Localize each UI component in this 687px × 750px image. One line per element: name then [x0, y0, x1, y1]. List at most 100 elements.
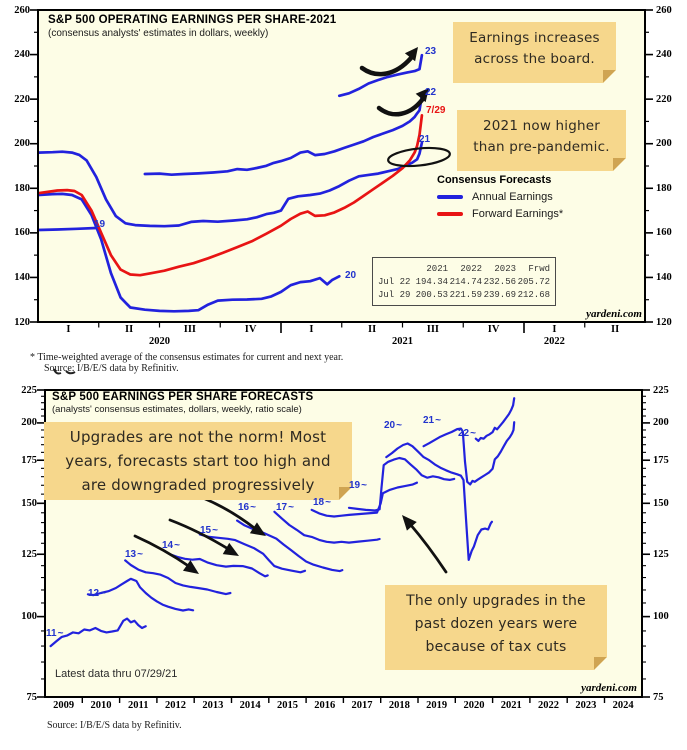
- series-12: [86, 577, 195, 612]
- table-row: Jul 29 200.53 221.59 239.69 212.68: [378, 288, 550, 301]
- x-year-label: 2015: [276, 700, 298, 711]
- swoosh-arrow-icon: [376, 97, 425, 117]
- series-label-11: 11~: [46, 628, 64, 639]
- arrowhead-icon: [249, 522, 266, 536]
- top-chart-title: S&P 500 OPERATING EARNINGS PER SHARE-202…: [48, 14, 337, 26]
- downgrade-arrow-icon: [168, 518, 232, 552]
- latest-data-label: Latest data thru 07/29/21: [55, 668, 178, 680]
- leader-squiggle-icon: ~: [137, 549, 143, 560]
- x-year-label: 2018: [388, 700, 410, 711]
- x-year-label: 2011: [128, 700, 149, 711]
- series-label-15: 15~: [200, 525, 218, 536]
- legend-label: Forward Earnings*: [472, 208, 564, 220]
- table-cell: 194.34: [415, 276, 448, 287]
- table-cell: 221.59: [449, 289, 482, 300]
- x-year-label: 2023: [575, 700, 597, 711]
- x-quarter-label: II: [368, 324, 377, 335]
- plot-border: [37, 9, 646, 323]
- x-year-label: 2017: [351, 700, 373, 711]
- x-quarter-label: III: [183, 324, 196, 335]
- series-label-18: 18~: [313, 497, 331, 508]
- table-cell: Jul 22: [378, 276, 411, 287]
- arrowhead-icon: [404, 47, 418, 62]
- yardeni-branding: yardeni.com: [586, 308, 642, 320]
- leader-squiggle-icon: ~: [470, 428, 476, 439]
- table-cell: 200.53: [415, 289, 448, 300]
- sticky-note-earnings-increases: Earnings increases across the board.: [453, 22, 616, 83]
- leader-squiggle-icon: ~: [325, 497, 331, 508]
- series-label-22: 22: [425, 87, 437, 98]
- x-quarter-label: I: [66, 324, 71, 335]
- note-line: The only upgrades in the: [406, 593, 586, 609]
- top-footnote-star: * Time-weighted average of the consensus…: [30, 352, 344, 363]
- y-axis-label: 200: [21, 417, 37, 429]
- series-15: [198, 533, 307, 574]
- y-axis-label: 125: [21, 548, 37, 560]
- y-axis-label: 260: [656, 4, 672, 16]
- series-18: [310, 481, 418, 518]
- x-year-label: 2010: [90, 700, 112, 711]
- x-year-label: 2022: [543, 336, 565, 347]
- sticky-note-tax-cuts: The only upgrades in the past dozen year…: [385, 585, 607, 670]
- legend-item-forward: Forward Earnings*: [437, 208, 563, 220]
- arrowhead-icon: [222, 542, 239, 556]
- y-axis-label: 150: [653, 497, 669, 509]
- leader-squiggle-icon: ~: [100, 588, 106, 599]
- table-cell: Frwd: [528, 263, 550, 274]
- series-label-12: 12~: [88, 588, 106, 599]
- table-cell: 205.72: [517, 276, 550, 287]
- highlight-ellipse-icon: [387, 146, 451, 168]
- x-year-label: 2013: [202, 700, 224, 711]
- y-axis-label: 180: [14, 182, 30, 194]
- table-cell: 2022: [460, 263, 482, 274]
- table-cell: 2021: [426, 263, 448, 274]
- y-axis-label: 100: [653, 611, 669, 623]
- y-axis-label: 200: [653, 417, 669, 429]
- table-cell: 232.56: [483, 276, 516, 287]
- x-quarter-label: I: [309, 324, 314, 335]
- series-21: [38, 141, 424, 228]
- series-label-17: 17~: [276, 502, 294, 513]
- yardeni-branding: yardeni.com: [581, 682, 637, 694]
- x-year-label: 2016: [314, 700, 336, 711]
- note-line: Upgrades are not the norm! Most: [69, 428, 327, 446]
- y-axis-label: 200: [656, 138, 672, 150]
- y-axis-label: 100: [21, 611, 37, 623]
- y-axis-label: 175: [21, 454, 37, 466]
- table-cell: Jul 29: [378, 289, 411, 300]
- x-quarter-label: III: [426, 324, 439, 335]
- series-23: [337, 53, 424, 98]
- top-chart-subtitle: (consensus analysts' estimates in dollar…: [48, 28, 269, 39]
- sticky-note-upgrades-not-norm: Upgrades are not the norm! Most years, f…: [44, 422, 352, 500]
- x-year-label: 2014: [239, 700, 261, 711]
- cropped-text-artifact: [53, 368, 76, 375]
- series-20: [385, 442, 493, 562]
- swoosh-arrow-icon: [359, 55, 414, 77]
- table-cell: 239.69: [483, 289, 516, 300]
- leader-squiggle-icon: ~: [212, 525, 218, 536]
- series-13: [124, 559, 232, 596]
- y-axis-label: 150: [21, 497, 37, 509]
- series-14: [161, 548, 269, 578]
- y-axis-label: 225: [653, 384, 669, 396]
- series-label-21: 21~: [423, 415, 441, 426]
- y-axis-label: 140: [14, 271, 30, 283]
- series-label-20: 20: [345, 270, 357, 281]
- leader-squiggle-icon: ~: [288, 502, 294, 513]
- leader-squiggle-icon: ~: [396, 420, 402, 431]
- y-axis-label: 200: [14, 138, 30, 150]
- y-axis-label: 120: [14, 316, 30, 328]
- series-20: [38, 192, 341, 313]
- y-axis-label: 160: [656, 227, 672, 239]
- y-axis-label: 175: [653, 454, 669, 466]
- series-label-14: 14~: [162, 540, 180, 551]
- y-axis-label: 180: [656, 182, 672, 194]
- y-axis-label: 75: [653, 691, 664, 703]
- y-axis-label: 160: [14, 227, 30, 239]
- y-axis-label: 240: [656, 49, 672, 61]
- plot-border: [44, 389, 643, 698]
- legend-item-annual: Annual Earnings: [437, 191, 563, 203]
- top-footnote-source: Source: I/B/E/S data by Refinitiv.: [44, 363, 179, 374]
- leader-squiggle-icon: ~: [435, 415, 441, 426]
